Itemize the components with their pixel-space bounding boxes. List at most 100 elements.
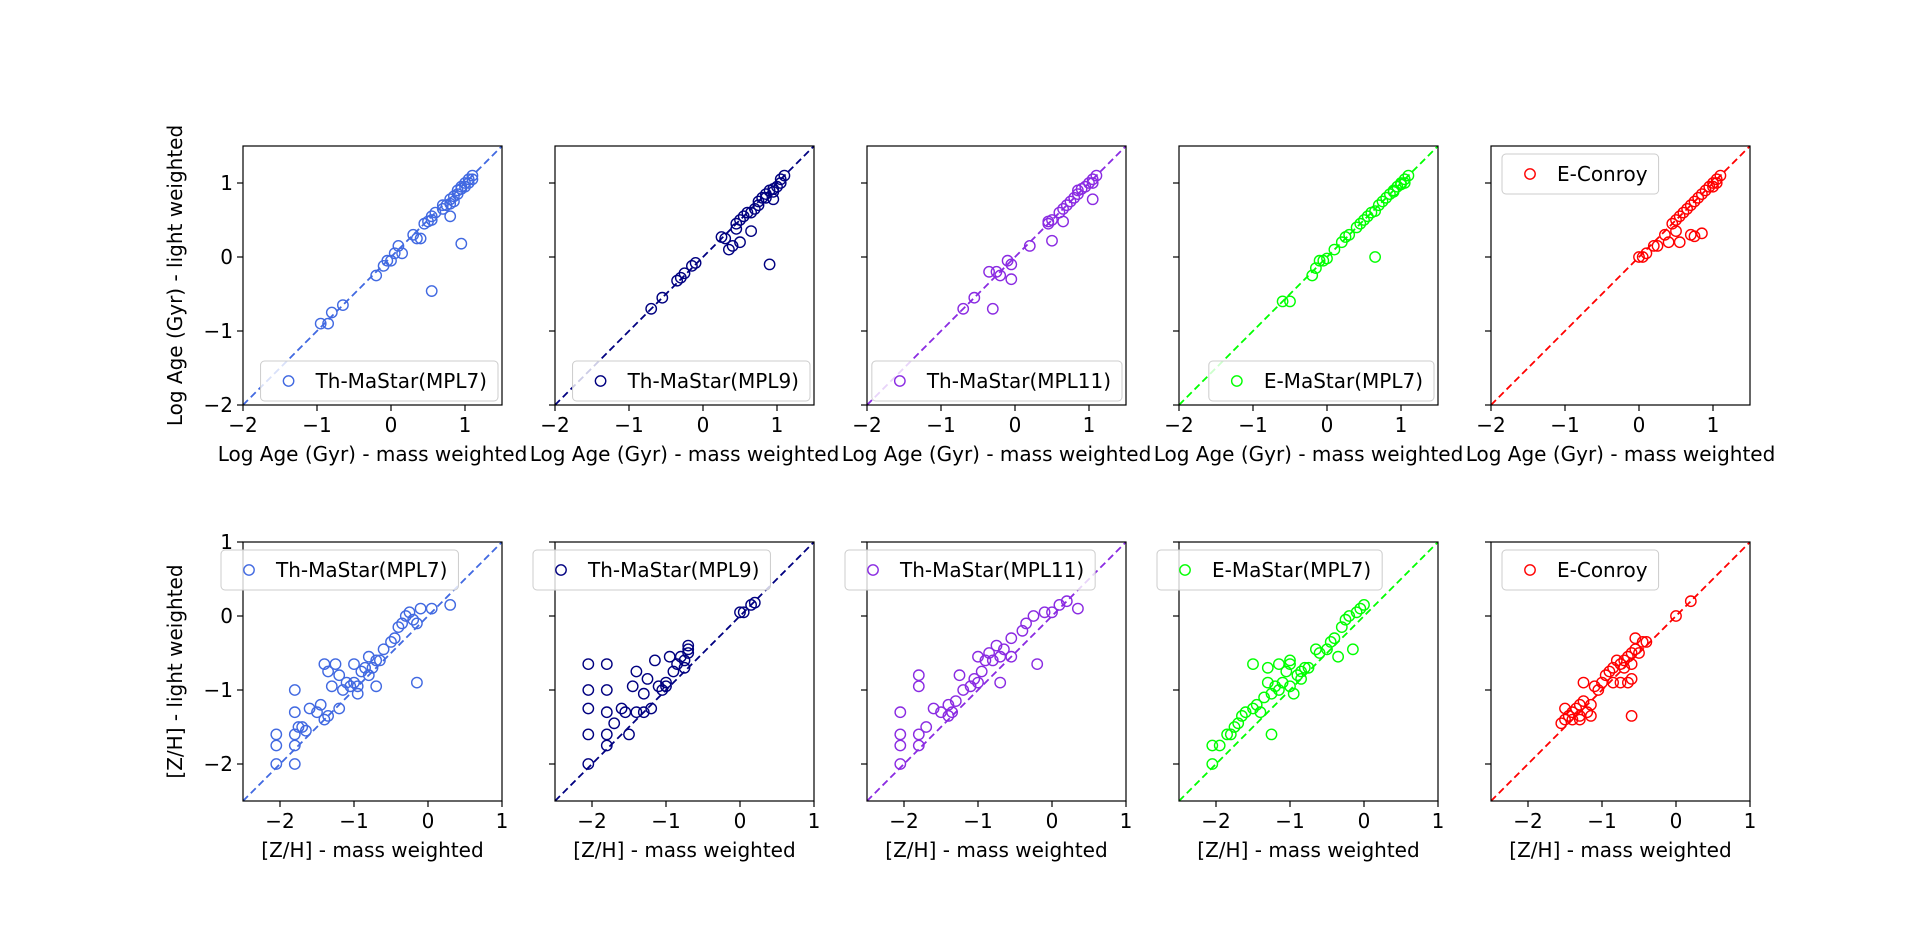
data-point <box>1213 739 1226 752</box>
legend-marker <box>1524 564 1536 576</box>
legend: E-Conroy <box>1501 153 1660 195</box>
data-point <box>351 680 364 693</box>
data-point <box>763 258 776 271</box>
data-point <box>1284 654 1296 667</box>
legend-label: Th-MaStar(MPL11) <box>899 558 1084 582</box>
data-point <box>1321 643 1333 656</box>
data-point <box>1710 177 1723 189</box>
data-point <box>957 302 970 315</box>
data-point <box>359 661 371 674</box>
plot-area <box>243 542 502 801</box>
data-point <box>1688 230 1701 243</box>
data-point <box>410 232 423 245</box>
x-axis-label: Log Age (Gyr) - mass weighted <box>530 442 840 466</box>
data-point <box>314 317 327 330</box>
legend-frame <box>871 360 1123 402</box>
data-point <box>1232 717 1245 730</box>
data-point <box>385 636 397 648</box>
x-axis-label: [Z/H] - mass weighted <box>1509 838 1731 862</box>
data-point <box>723 243 735 256</box>
data-point <box>752 195 765 208</box>
data-point <box>1577 695 1590 707</box>
data-point <box>1633 251 1645 263</box>
data-point <box>1566 713 1579 726</box>
data-point <box>348 676 360 689</box>
legend-marker <box>282 375 295 387</box>
data-point <box>1020 617 1032 630</box>
x-tick-label: 0 <box>1009 413 1022 437</box>
legend-marker <box>1179 564 1191 576</box>
y-tick-label: 1 <box>220 171 233 195</box>
identity-line <box>555 542 814 801</box>
data-point <box>1358 214 1370 226</box>
data-point <box>1236 710 1248 722</box>
data-point <box>656 291 669 304</box>
data-point <box>582 658 595 670</box>
data-point <box>623 728 635 741</box>
data-point <box>322 665 334 678</box>
panel-8: −2 −1 0 1 [Z/H] - mass weighted Th-MaStar(MPL… <box>844 541 1132 862</box>
data-point <box>1369 251 1382 263</box>
data-point <box>957 684 970 696</box>
data-point <box>1699 184 1712 197</box>
legend-label: Th-MaStar(MPL9) <box>587 558 759 582</box>
data-point <box>1313 254 1326 267</box>
data-point <box>377 643 390 656</box>
legend-label: E-Conroy <box>1557 162 1648 186</box>
legend-marker <box>893 375 906 387</box>
data-point <box>1636 251 1649 263</box>
x-tick-label: 1 <box>771 413 784 437</box>
data-point <box>912 728 925 741</box>
legend-label: Th-MaStar(MPL11) <box>926 369 1111 393</box>
data-point <box>678 661 691 674</box>
data-point <box>1057 202 1070 215</box>
data-point <box>760 191 772 204</box>
data-point <box>1090 169 1103 182</box>
data-point <box>425 285 438 297</box>
data-point <box>429 206 442 219</box>
data-point <box>660 680 672 693</box>
data-point <box>303 702 316 715</box>
legend-marker <box>243 564 255 576</box>
data-point <box>292 721 305 733</box>
data-point <box>1295 673 1308 685</box>
data-point <box>410 617 423 630</box>
data-point <box>912 680 925 693</box>
data-point <box>1670 214 1682 226</box>
axes-frame <box>554 541 815 802</box>
data-point <box>1224 728 1237 741</box>
data-point <box>737 210 750 223</box>
data-point <box>894 739 907 752</box>
legend-label: Th-MaStar(MPL7) <box>275 558 447 582</box>
axes-frame <box>554 145 815 406</box>
data-point <box>1673 210 1686 223</box>
data-point <box>630 706 643 719</box>
data-point <box>641 673 654 685</box>
x-axis-label: Log Age (Gyr) - mass weighted <box>218 442 528 466</box>
data-point <box>336 299 349 311</box>
data-point <box>678 267 691 280</box>
data-point <box>1206 758 1219 770</box>
data-point <box>730 217 743 230</box>
x-tick-label: −2 <box>540 413 569 437</box>
legend: Th-MaStar(MPL7) <box>220 549 459 591</box>
data-point <box>333 669 346 682</box>
data-point <box>953 669 966 682</box>
data-point <box>942 710 955 722</box>
data-point <box>370 269 383 282</box>
data-point <box>1343 228 1356 241</box>
data-point <box>719 232 732 245</box>
data-point <box>392 621 405 633</box>
data-point <box>1369 205 1382 218</box>
x-tick-label: −2 <box>577 809 606 833</box>
data-point <box>322 317 334 330</box>
data-point <box>1673 236 1686 249</box>
data-point <box>1618 654 1631 667</box>
data-point <box>1710 173 1723 186</box>
x-tick-label: 1 <box>496 809 509 833</box>
data-point <box>778 169 791 182</box>
data-point <box>1332 650 1345 663</box>
data-point <box>645 702 658 715</box>
legend-marker <box>867 564 879 576</box>
